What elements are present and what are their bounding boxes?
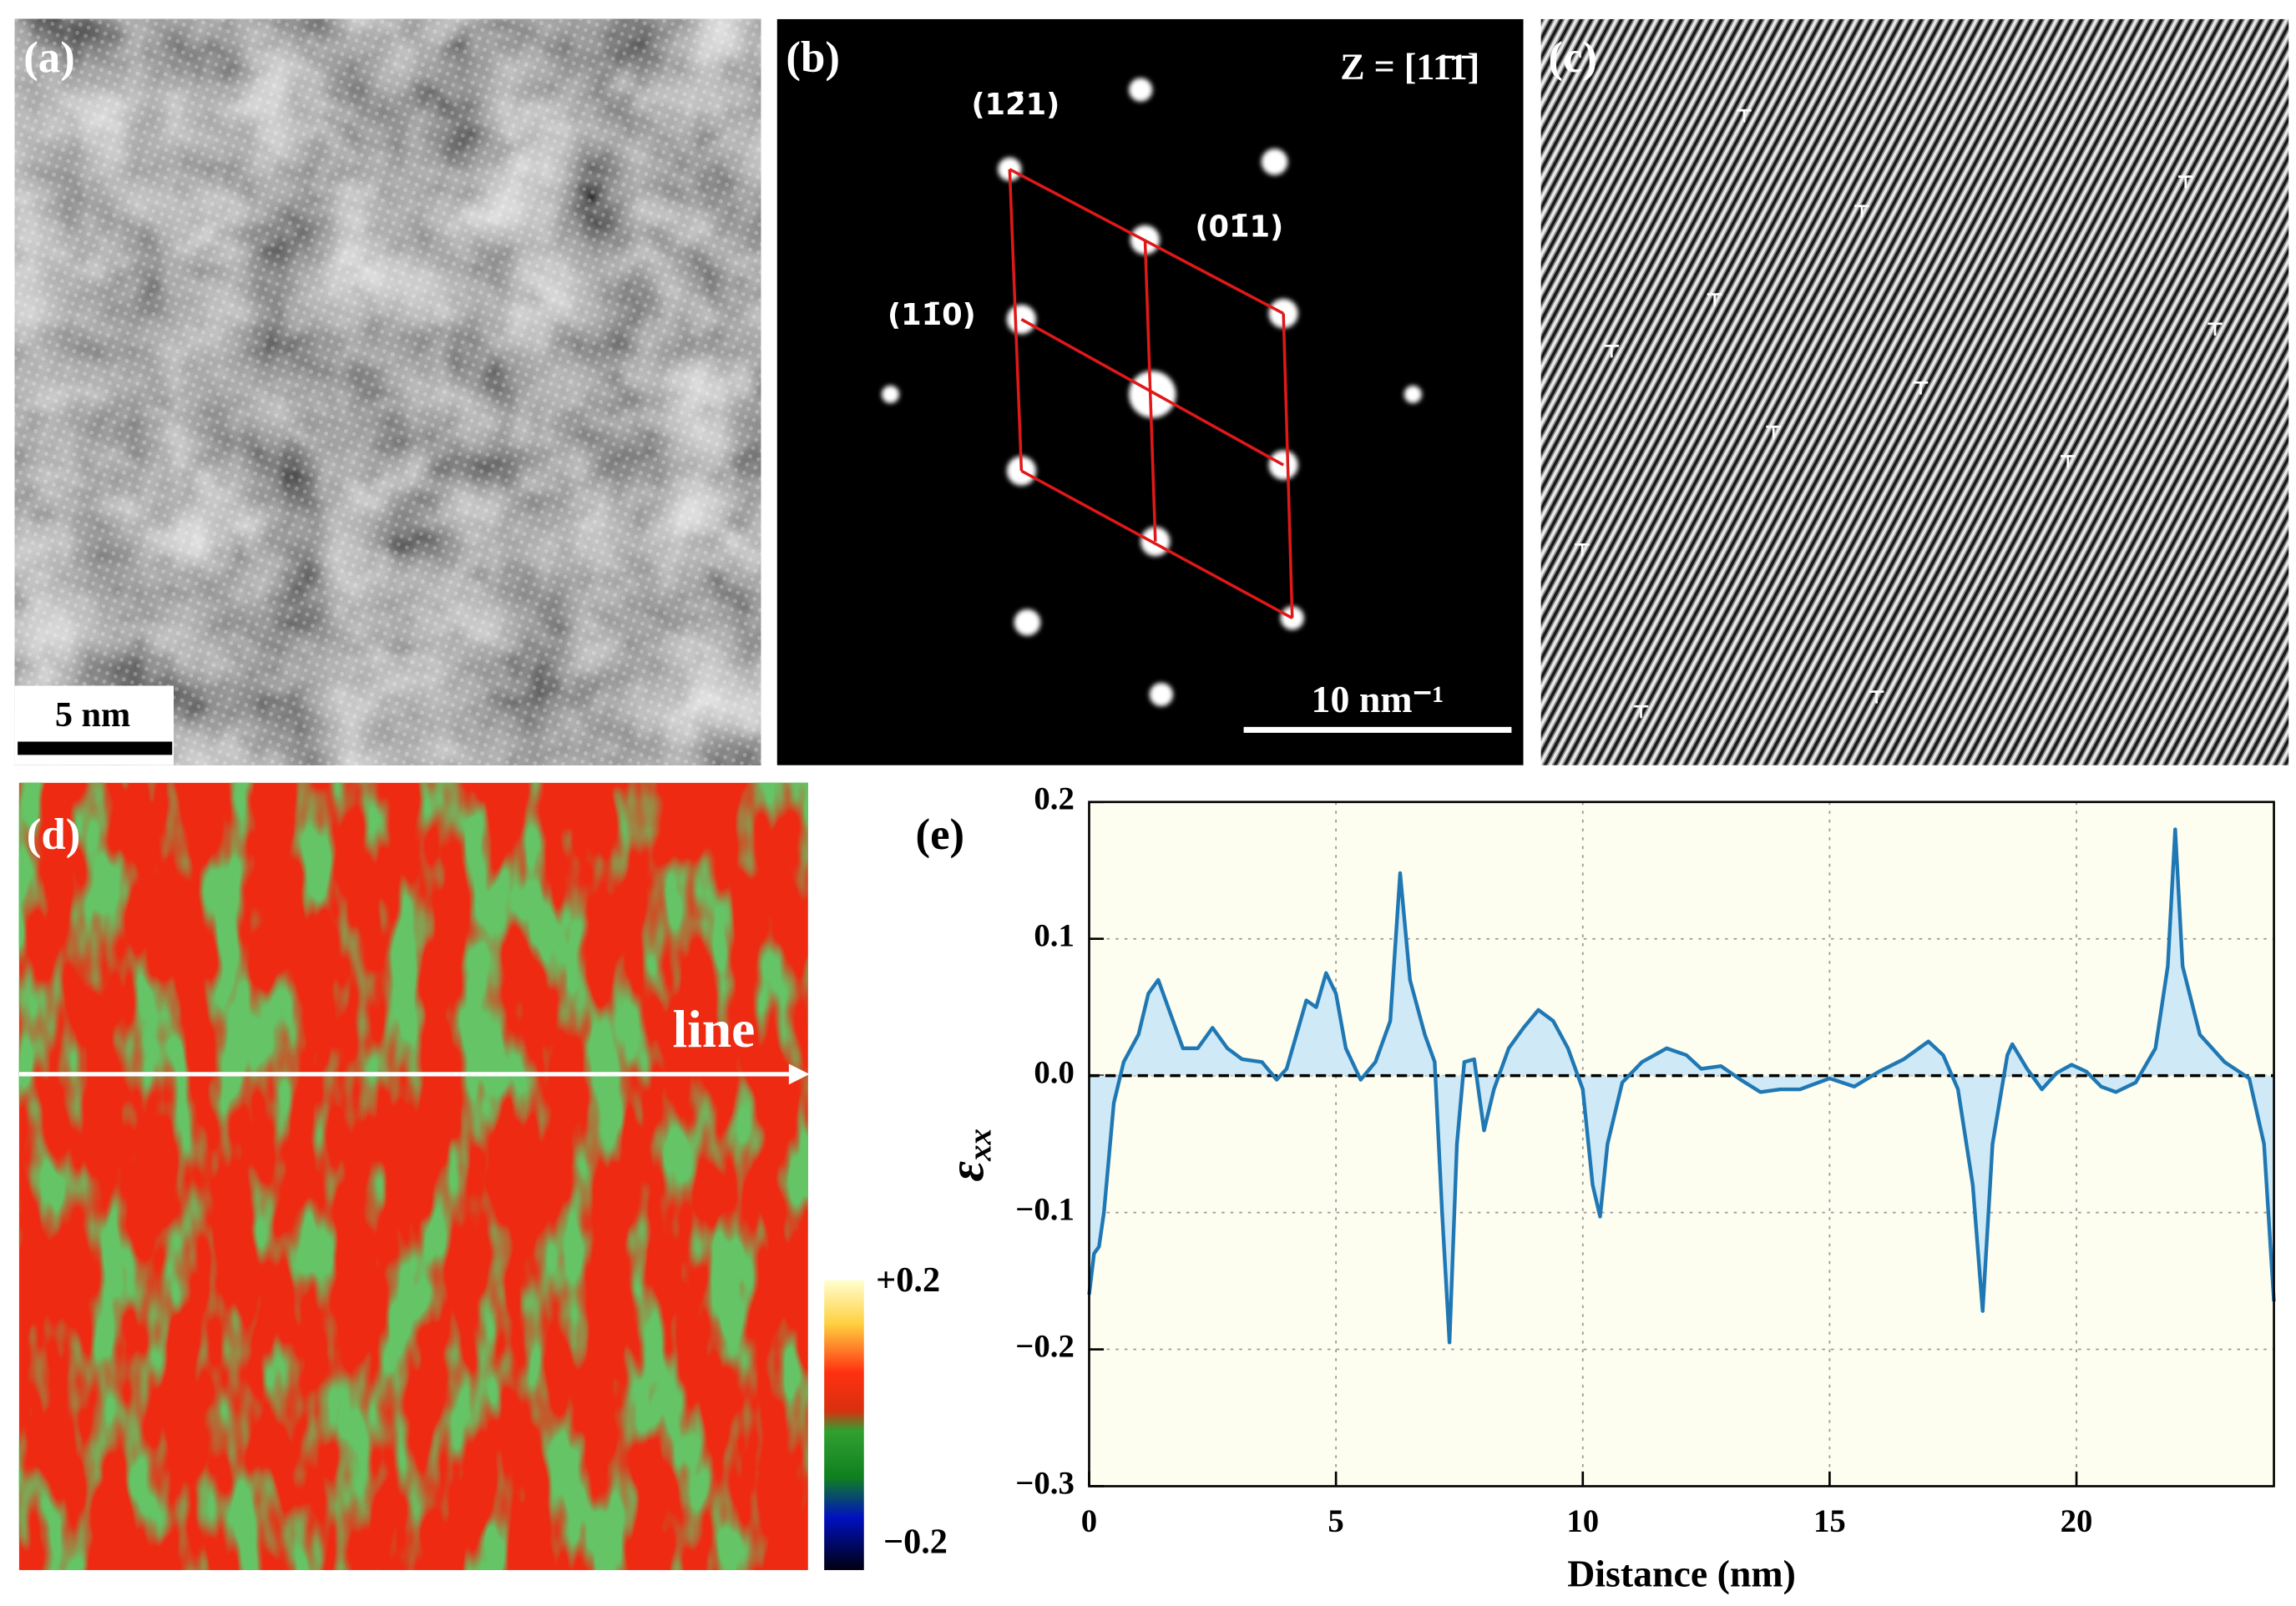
- spot-label: (01̄1): [1195, 210, 1283, 244]
- panel-label: (c): [1548, 33, 1597, 82]
- spot-label: (11̄0): [888, 298, 976, 332]
- scale-bar: [18, 741, 173, 755]
- y-tick-label: −0.1: [1015, 1191, 1075, 1227]
- y-axis-symbol: ε: [938, 1161, 994, 1182]
- data-line: [1087, 827, 2276, 1345]
- diffraction-spots: [881, 78, 1422, 707]
- colorbar: [824, 1280, 864, 1570]
- panel-d: line +0.2 −0.2 (d): [18, 782, 948, 1570]
- x-tick-label: 5: [1328, 1503, 1343, 1539]
- scale-bar-label: 10 nm⁻¹: [1312, 678, 1444, 720]
- zone-axis: Z = [11̄1̄]: [1340, 47, 1479, 88]
- y-tick-label: 0.1: [1034, 918, 1074, 954]
- line-arrowhead: [788, 1063, 810, 1085]
- panel-label: (d): [27, 811, 81, 859]
- line-label: line: [673, 999, 756, 1058]
- area-fill: [1089, 829, 2274, 1343]
- lattice-texture: [14, 18, 761, 765]
- y-tick-label: −0.3: [1015, 1465, 1075, 1501]
- y-axis-label: εxx: [938, 1129, 998, 1181]
- x-tick-label: 20: [2061, 1503, 2093, 1539]
- dislocation-symbols: [1575, 109, 2223, 719]
- reciprocal-lattice: [1008, 168, 1294, 619]
- x-tick-label: 0: [1081, 1503, 1097, 1539]
- panel-label: (a): [23, 33, 75, 82]
- x-tick-label: 15: [1813, 1503, 1846, 1539]
- x-tick-label: 10: [1566, 1503, 1599, 1539]
- plot-background: [1089, 801, 2274, 1487]
- scale-bar-label: 5 nm: [55, 695, 130, 735]
- y-tick-label: −0.2: [1015, 1328, 1075, 1364]
- scale-bar: [1243, 726, 1512, 733]
- y-axis-subscript: xx: [962, 1129, 998, 1162]
- colorbar-min: −0.2: [883, 1523, 948, 1562]
- y-tick-label: 0.0: [1034, 1055, 1074, 1091]
- panel-label: (b): [786, 33, 840, 82]
- panel-a: 5 nm (a): [14, 18, 761, 765]
- panel-c: (c): [1540, 18, 2289, 765]
- ifft-image: [1540, 18, 2289, 765]
- plot-frame: [1088, 800, 2275, 1487]
- panel-e: (e) 0 5 10 15 20 −0.3 −0.2 −0.1 0.0 0.1 0.2 Distanc…: [915, 781, 2276, 1594]
- y-tick-label: 0.2: [1034, 781, 1074, 817]
- panel-label: (e): [915, 811, 964, 859]
- spot-label: (12̄1): [971, 88, 1059, 122]
- colorbar-max: +0.2: [876, 1260, 940, 1300]
- x-axis-label: Distance (nm): [1567, 1552, 1796, 1594]
- panel-b: Z = [11̄1̄] (12̄1) (01̄1) (11̄0) 10 nm⁻¹…: [776, 18, 1524, 765]
- strain-map-green: [18, 782, 808, 1570]
